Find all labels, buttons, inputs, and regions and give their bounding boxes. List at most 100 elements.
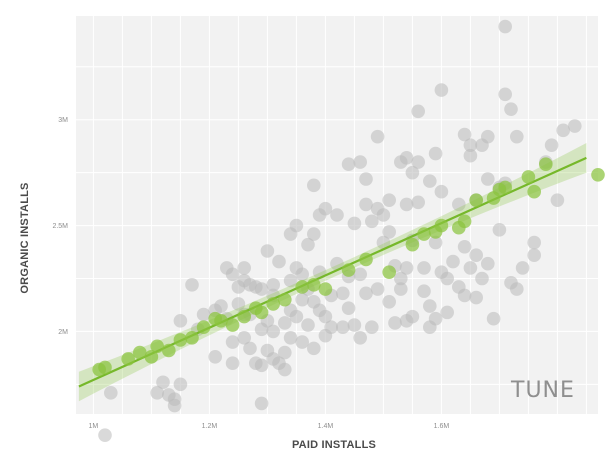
data-point: [225, 356, 240, 370]
data-point-highlight: [307, 278, 321, 292]
y-tick-label: 2M: [58, 329, 68, 336]
data-point: [266, 324, 281, 339]
data-point: [376, 235, 391, 250]
data-point: [463, 148, 478, 163]
data-point: [399, 261, 414, 275]
data-point: [353, 330, 368, 345]
data-point: [550, 193, 565, 207]
y-tick-label: 3M: [58, 117, 68, 124]
data-point: [469, 248, 484, 263]
data-point: [347, 216, 362, 231]
data-point: [167, 398, 182, 413]
data-point: [411, 155, 426, 169]
data-point: [260, 244, 275, 258]
data-point: [428, 146, 443, 161]
data-point: [405, 165, 420, 180]
data-point: [394, 282, 408, 296]
data-point-highlight: [318, 282, 333, 296]
data-point-highlight: [144, 350, 159, 364]
data-point: [272, 254, 286, 269]
data-point: [423, 299, 437, 313]
data-point: [173, 314, 188, 328]
data-point: [254, 396, 269, 411]
data-point: [370, 282, 385, 296]
data-point-highlight: [173, 333, 188, 347]
data-point-highlight: [295, 280, 310, 294]
data-point: [173, 377, 188, 392]
data-point: [434, 184, 449, 199]
data-point: [278, 345, 292, 360]
data-point: [492, 223, 507, 237]
data-point: [515, 261, 530, 275]
data-point: [463, 138, 478, 152]
data-point: [428, 311, 443, 326]
data-point: [544, 138, 559, 152]
data-point: [411, 104, 426, 119]
data-point: [150, 386, 164, 400]
data-point: [353, 155, 368, 169]
data-point: [446, 254, 460, 269]
data-point: [330, 208, 344, 222]
data-point: [411, 195, 426, 210]
data-point: [457, 239, 472, 254]
data-point-highlight: [405, 237, 420, 252]
data-point: [231, 297, 246, 311]
y-tick-label: 2.5M: [52, 223, 68, 230]
x-axis-label: PAID INSTALLS: [292, 439, 376, 451]
x-tick-label: 1.6M: [434, 423, 450, 430]
data-point-highlight: [591, 167, 605, 182]
x-tick-label: 1.2M: [202, 423, 218, 430]
data-point: [347, 318, 362, 332]
data-point: [440, 305, 455, 320]
data-point-highlight: [498, 180, 512, 195]
data-point: [289, 309, 304, 324]
data-point: [359, 197, 373, 212]
data-point: [475, 271, 489, 286]
data-point: [307, 178, 321, 193]
data-point-highlight: [539, 157, 553, 171]
data-point: [556, 123, 570, 138]
data-point: [388, 316, 402, 330]
data-point: [417, 284, 431, 299]
data-point: [295, 292, 310, 307]
x-tick-label: 1.4M: [318, 423, 334, 430]
data-point: [336, 320, 350, 335]
data-point: [104, 386, 118, 400]
data-point: [440, 271, 455, 286]
data-point: [457, 127, 472, 142]
data-point: [405, 309, 420, 324]
data-point-highlight: [341, 263, 356, 277]
data-point: [365, 214, 379, 229]
data-point: [225, 335, 240, 349]
data-point-highlight: [417, 227, 431, 241]
data-point: [568, 119, 582, 133]
data-point: [376, 208, 391, 222]
data-point-highlight: [98, 360, 112, 375]
data-point: [225, 267, 240, 282]
data-point-highlight: [150, 339, 164, 354]
data-point: [341, 301, 356, 315]
data-point: [481, 172, 495, 186]
data-point: [307, 341, 321, 356]
axis-ticks: 1M 1.2M 1.4M 1.6M 2M 2.5M 3M: [52, 117, 449, 430]
data-point: [452, 197, 466, 212]
y-axis-label: ORGANIC INSTALLS: [19, 182, 31, 293]
data-point: [156, 375, 170, 390]
data-point-highlight: [162, 343, 176, 358]
data-point: [510, 129, 524, 144]
data-point: [214, 299, 228, 313]
data-point: [243, 341, 257, 356]
data-point: [527, 235, 541, 250]
data-point: [98, 428, 112, 442]
data-point-highlight: [196, 320, 211, 335]
data-point-highlight: [185, 330, 199, 345]
data-point: [486, 311, 501, 326]
data-point: [196, 307, 211, 322]
data-point: [318, 309, 333, 324]
data-point: [278, 316, 292, 330]
data-point-highlight: [133, 345, 147, 360]
data-point: [295, 267, 310, 282]
data-point: [399, 197, 414, 212]
data-point-highlight: [527, 184, 541, 199]
